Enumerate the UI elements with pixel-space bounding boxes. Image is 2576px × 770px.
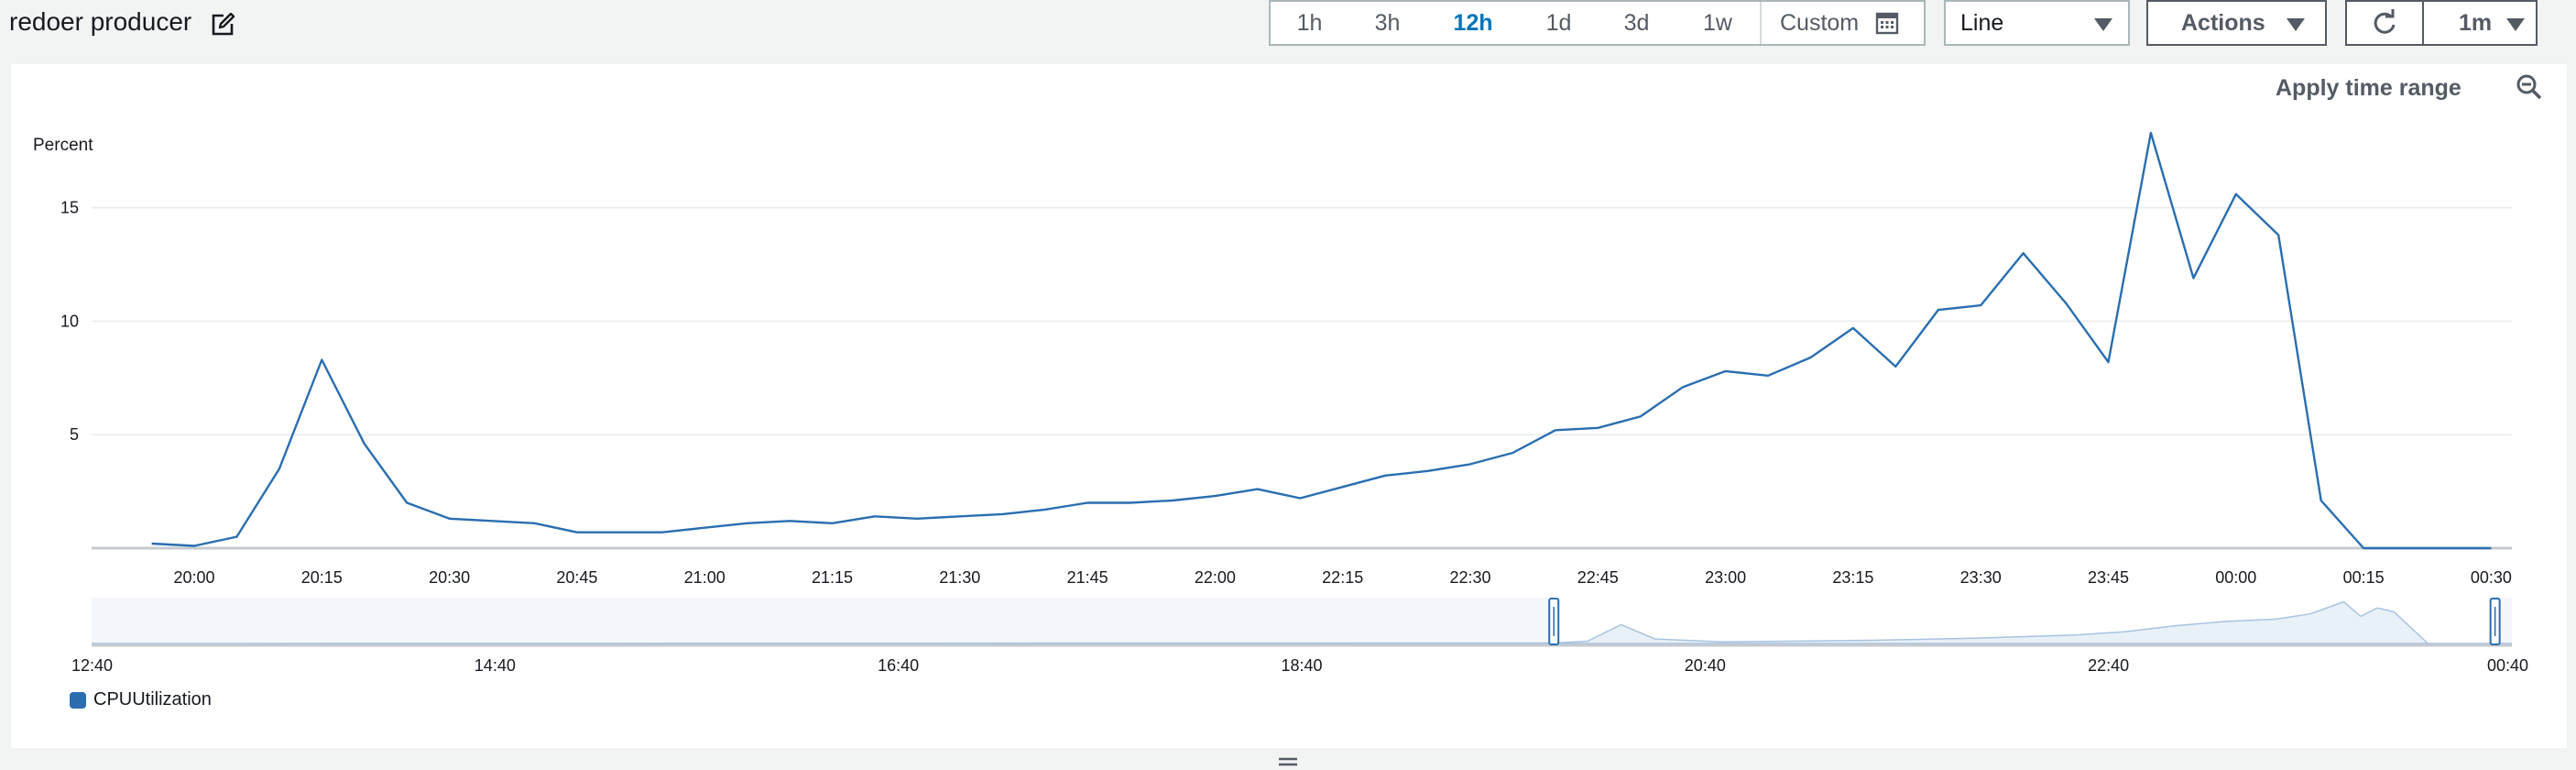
- navigator-x-axis-ticks: 12:40 14:40 16:40 18:40 20:40 22:40 00:40: [71, 656, 2528, 675]
- chart-type-value: Line: [1960, 9, 2004, 36]
- y-axis-ticks: 5 10 15: [60, 199, 79, 445]
- chevron-down-icon: [2287, 18, 2305, 31]
- x-tick-label: 00:00: [2215, 568, 2256, 587]
- widget-header: redoer producer 1h 3h 12h 1d 3d 1w Custo…: [0, 0, 2576, 60]
- x-tick-label: 23:15: [1832, 568, 1873, 587]
- x-tick-label: 22:15: [1322, 568, 1363, 587]
- range-3d[interactable]: 3d: [1623, 9, 1650, 36]
- y-tick-label: 15: [60, 199, 79, 217]
- x-axis-ticks: 20:00 20:15 20:30 20:45 21:00 21:15 21:30 21:45…: [173, 568, 2511, 587]
- legend-swatch: [70, 691, 86, 709]
- series-line-cpuutilization: [151, 131, 2492, 550]
- x-tick-label: 20:00: [173, 568, 214, 587]
- navigator-x-tick-label: 14:40: [475, 656, 516, 675]
- range-1h[interactable]: 1h: [1296, 9, 1323, 36]
- x-tick-label: 00:15: [2343, 568, 2385, 587]
- navigator-x-tick-label: 12:40: [71, 656, 113, 675]
- custom-range-button[interactable]: Custom: [1760, 2, 1924, 44]
- zoom-out-icon[interactable]: [2516, 73, 2543, 101]
- chart-type-select[interactable]: Line: [1944, 0, 2130, 46]
- navigator-x-tick-label: 16:40: [878, 656, 919, 675]
- refresh-interval-select[interactable]: 1m: [2422, 0, 2538, 46]
- widget-title: redoer producer: [9, 7, 192, 36]
- apply-time-range-button[interactable]: Apply time range: [2276, 75, 2461, 101]
- calendar-icon: [1875, 12, 1899, 35]
- x-tick-label: 22:00: [1195, 568, 1236, 587]
- custom-range-label: Custom: [1780, 9, 1860, 36]
- actions-label: Actions: [2181, 9, 2265, 36]
- x-tick-label: 23:30: [1960, 568, 2002, 587]
- navigator-x-tick-label: 20:40: [1685, 656, 1726, 675]
- x-tick-label: 23:00: [1705, 568, 1746, 587]
- range-1d[interactable]: 1d: [1545, 9, 1572, 36]
- chevron-down-icon: [2506, 18, 2525, 31]
- range-3h[interactable]: 3h: [1374, 9, 1401, 36]
- navigator-x-tick-label: 00:40: [2487, 656, 2528, 675]
- x-tick-label: 00:30: [2471, 568, 2512, 587]
- legend-label: CPUUtilization: [93, 689, 212, 710]
- range-1w[interactable]: 1w: [1703, 9, 1732, 36]
- x-tick-label: 22:45: [1577, 568, 1619, 587]
- x-tick-label: 20:15: [301, 568, 343, 587]
- x-tick-label: 22:30: [1449, 568, 1490, 587]
- y-axis-label: Percent: [33, 136, 93, 155]
- x-tick-label: 21:00: [684, 568, 726, 587]
- actions-button[interactable]: Actions: [2146, 0, 2327, 46]
- x-tick-label: 23:45: [2088, 568, 2129, 587]
- refresh-button[interactable]: [2345, 0, 2424, 46]
- navigator-x-tick-label: 22:40: [2088, 656, 2129, 675]
- chart-legend: CPUUtilization: [70, 689, 212, 710]
- edit-icon[interactable]: [209, 11, 236, 38]
- x-tick-label: 20:30: [429, 568, 470, 587]
- y-tick-label: 5: [70, 425, 79, 444]
- x-tick-label: 21:30: [939, 568, 980, 587]
- main-series: [151, 131, 2492, 550]
- navigator-x-tick-label: 18:40: [1281, 656, 1322, 675]
- resize-handle-icon[interactable]: [1273, 755, 1303, 768]
- x-tick-label: 21:15: [812, 568, 853, 587]
- x-tick-label: 21:45: [1067, 568, 1108, 587]
- refresh-icon: [2374, 9, 2396, 34]
- range-12h[interactable]: 12h: [1453, 9, 1493, 36]
- time-navigator[interactable]: [91, 598, 2512, 647]
- x-tick-label: 20:45: [556, 568, 597, 587]
- main-grid: [92, 206, 2512, 550]
- y-tick-label: 10: [60, 312, 79, 330]
- time-range-selector: 1h 3h 12h 1d 3d 1w Custom: [1269, 0, 1926, 46]
- refresh-interval-value: 1m: [2459, 9, 2493, 36]
- chevron-down-icon: [2094, 18, 2112, 31]
- navigator-series-area: [91, 600, 2512, 644]
